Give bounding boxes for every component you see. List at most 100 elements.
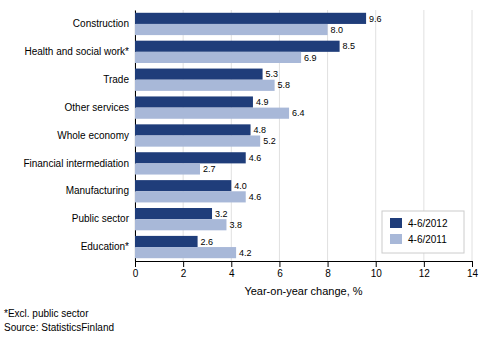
- data-label: 4.0: [234, 181, 247, 191]
- data-label: 5.8: [278, 80, 291, 90]
- x-tick-mark: [472, 261, 473, 267]
- x-tick-mark: [328, 261, 329, 267]
- bar: [135, 219, 226, 230]
- x-tick-mark: [183, 261, 184, 267]
- y-tick-label: Public sector: [72, 213, 130, 224]
- y-tick-label: Education*: [81, 241, 129, 252]
- x-tick-label: 4: [229, 268, 235, 279]
- x-tick-mark: [231, 261, 232, 267]
- x-tick: 10: [371, 261, 383, 279]
- x-tick-mark: [424, 261, 425, 267]
- data-label: 8.5: [343, 41, 356, 51]
- bar: [135, 236, 198, 247]
- bar: [135, 96, 253, 107]
- y-tick: Whole economy: [57, 130, 135, 141]
- data-label: 2.6: [201, 237, 214, 247]
- x-tick-label: 8: [325, 268, 331, 279]
- data-label: 4.6: [249, 192, 262, 202]
- bar: [135, 152, 246, 163]
- x-tick: 4: [229, 261, 235, 279]
- y-tick-label: Financial intermediation: [23, 158, 129, 169]
- data-label: 6.4: [292, 108, 305, 118]
- data-label: 6.9: [304, 53, 317, 63]
- bar: [135, 191, 246, 202]
- x-tick-label: 2: [181, 268, 187, 279]
- data-label: 4.2: [239, 248, 252, 258]
- y-axis: Construction Health and social work* Trade…: [23, 11, 135, 262]
- x-tick: 2: [181, 261, 187, 279]
- footnote: *Excl. public sector: [4, 308, 89, 319]
- data-label: 8.0: [331, 25, 344, 35]
- x-tick-label: 6: [277, 268, 283, 279]
- legend-swatch: [390, 234, 402, 244]
- x-tick-mark: [376, 261, 377, 267]
- data-label: 2.7: [203, 164, 216, 174]
- series: [135, 13, 366, 247]
- x-tick: 0: [133, 261, 139, 279]
- y-tick-label: Trade: [103, 74, 129, 85]
- y-tick: Trade: [103, 74, 135, 85]
- y-tick-label: Construction: [73, 18, 129, 29]
- x-tick-label: 0: [133, 268, 139, 279]
- x-tick: 6: [277, 261, 283, 279]
- chart: 0 2 4 6 8 10 12 14 Construction Health and social…: [0, 0, 496, 341]
- y-tick: Public sector: [72, 213, 135, 224]
- y-tick-label: Health and social work*: [25, 46, 130, 57]
- x-tick-label: 12: [419, 268, 431, 279]
- grid-line: [472, 10, 473, 261]
- bar: [135, 108, 289, 119]
- x-axis-title: Year-on-year change, %: [244, 285, 362, 297]
- x-tick-mark: [279, 261, 280, 267]
- y-tick: Education*: [81, 241, 135, 252]
- footnote: Source: StatisticsFinland: [4, 322, 114, 333]
- bar: [135, 180, 231, 191]
- data-label: 5.3: [266, 69, 279, 79]
- bar: [135, 124, 251, 135]
- series: [135, 24, 328, 258]
- bar: [135, 163, 200, 174]
- data-label: 4.6: [249, 153, 262, 163]
- y-tick: Health and social work*: [25, 46, 136, 57]
- bar: [135, 136, 260, 147]
- x-tick-mark: [135, 261, 136, 267]
- y-tick-label: Whole economy: [57, 130, 129, 141]
- y-tick: Other services: [65, 102, 135, 113]
- legend: 4-6/2012 4-6/2011: [382, 211, 464, 253]
- legend-swatch: [390, 218, 402, 228]
- bar: [135, 247, 236, 258]
- grid: [135, 10, 472, 261]
- bar: [135, 80, 275, 91]
- legend-label: 4-6/2011: [408, 234, 447, 245]
- x-axis-line: [136, 262, 473, 268]
- data-label: 3.2: [215, 209, 228, 219]
- y-tick-label: Other services: [65, 102, 129, 113]
- data-label: 4.8: [254, 125, 267, 135]
- x-tick: 12: [419, 261, 431, 279]
- bar: [135, 52, 301, 63]
- plot: 0 2 4 6 8 10 12 14 Construction Health and social…: [23, 10, 478, 297]
- x-axis: 0 2 4 6 8 10 12 14: [133, 261, 479, 279]
- bar: [135, 13, 366, 24]
- bar: [135, 41, 340, 52]
- legend-label: 4-6/2012: [408, 218, 448, 229]
- data-label: 5.2: [263, 136, 276, 146]
- y-tick: Financial intermediation: [23, 158, 135, 169]
- data-label: 4.9: [256, 97, 269, 107]
- x-tick-label: 10: [371, 268, 383, 279]
- annotations: *Excl. public sector Source: StatisticsFi…: [4, 308, 114, 333]
- legend-frame: [382, 211, 464, 253]
- data-label: 9.6: [369, 14, 382, 24]
- x-tick: 8: [325, 261, 331, 279]
- grid-line: [375, 10, 376, 261]
- y-tick: Manufacturing: [66, 185, 135, 196]
- y-tick-label: Manufacturing: [66, 185, 129, 196]
- x-tick-label: 14: [467, 268, 479, 279]
- data-label: 3.8: [229, 220, 242, 230]
- data-labels: 9.68.55.34.94.84.64.03.22.68.06.95.86.45…: [201, 14, 382, 258]
- y-tick: Construction: [73, 18, 135, 29]
- bar: [135, 69, 263, 80]
- x-tick: 14: [467, 261, 479, 279]
- bars: [135, 13, 366, 258]
- bar: [135, 208, 212, 219]
- bar: [135, 24, 328, 35]
